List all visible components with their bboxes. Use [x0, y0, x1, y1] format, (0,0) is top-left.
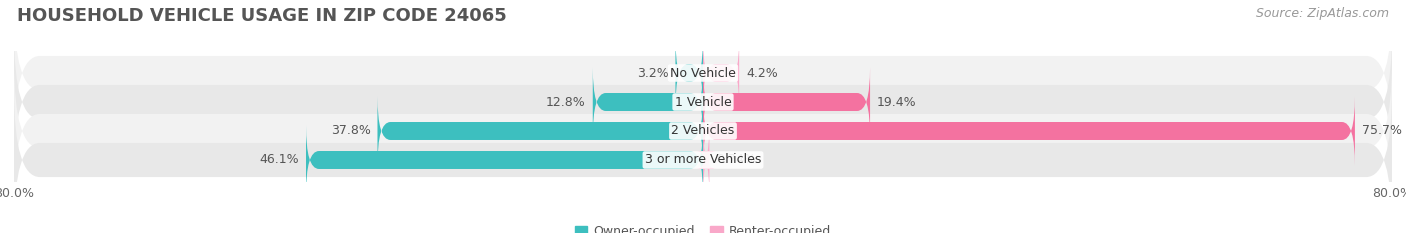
Text: HOUSEHOLD VEHICLE USAGE IN ZIP CODE 24065: HOUSEHOLD VEHICLE USAGE IN ZIP CODE 2406… [17, 7, 506, 25]
FancyBboxPatch shape [14, 3, 1392, 143]
FancyBboxPatch shape [703, 68, 870, 137]
Text: 12.8%: 12.8% [546, 96, 586, 109]
Text: 75.7%: 75.7% [1362, 124, 1402, 137]
Text: 19.4%: 19.4% [877, 96, 917, 109]
Text: 4.2%: 4.2% [747, 66, 778, 79]
Text: 37.8%: 37.8% [330, 124, 371, 137]
Text: 2 Vehicles: 2 Vehicles [672, 124, 734, 137]
FancyBboxPatch shape [675, 38, 703, 107]
FancyBboxPatch shape [14, 90, 1392, 230]
FancyBboxPatch shape [14, 61, 1392, 201]
Legend: Owner-occupied, Renter-occupied: Owner-occupied, Renter-occupied [569, 220, 837, 233]
Text: 46.1%: 46.1% [260, 154, 299, 167]
Text: No Vehicle: No Vehicle [671, 66, 735, 79]
Text: 3 or more Vehicles: 3 or more Vehicles [645, 154, 761, 167]
FancyBboxPatch shape [703, 38, 740, 107]
FancyBboxPatch shape [696, 126, 716, 195]
Text: 3.2%: 3.2% [637, 66, 669, 79]
FancyBboxPatch shape [377, 96, 703, 165]
FancyBboxPatch shape [14, 32, 1392, 172]
FancyBboxPatch shape [703, 96, 1355, 165]
Text: Source: ZipAtlas.com: Source: ZipAtlas.com [1256, 7, 1389, 20]
Text: 1 Vehicle: 1 Vehicle [675, 96, 731, 109]
Text: 0.74%: 0.74% [716, 154, 756, 167]
FancyBboxPatch shape [307, 126, 703, 195]
FancyBboxPatch shape [593, 68, 703, 137]
